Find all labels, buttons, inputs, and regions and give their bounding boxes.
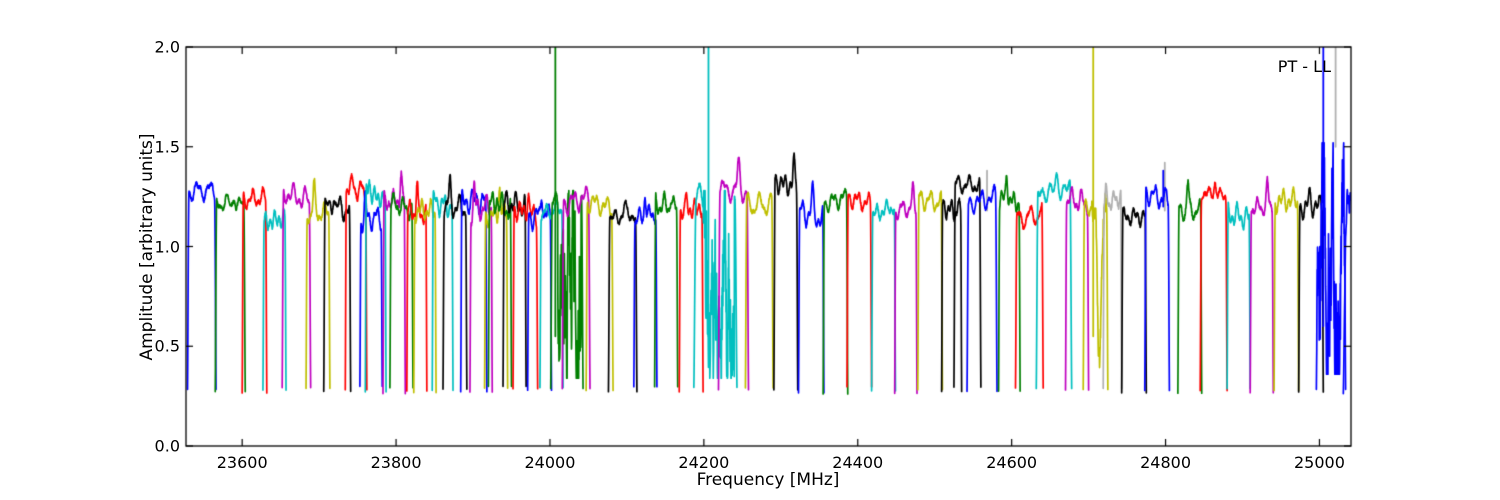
y-tick-label: 2.0 (154, 37, 180, 57)
x-tick-label: 25000 (1293, 453, 1345, 472)
x-tick-label: 23600 (216, 453, 268, 472)
y-tick-label: 1.5 (154, 137, 180, 157)
plot-annotation: PT - LL (1277, 57, 1331, 76)
y-tick-label: 1.0 (154, 237, 180, 256)
x-tick-label: 24600 (986, 453, 1038, 472)
y-tick-label: 0.5 (154, 336, 180, 356)
x-tick-label: 24000 (524, 453, 576, 472)
y-tick-label: 0.0 (154, 436, 180, 456)
x-tick-label: 23800 (370, 453, 422, 472)
x-axis-label: Frequency [MHz] (696, 470, 840, 490)
x-tick-label: 24800 (1140, 453, 1191, 472)
x-tick-label: 24400 (832, 453, 884, 472)
x-tick-label: 24200 (678, 453, 730, 472)
